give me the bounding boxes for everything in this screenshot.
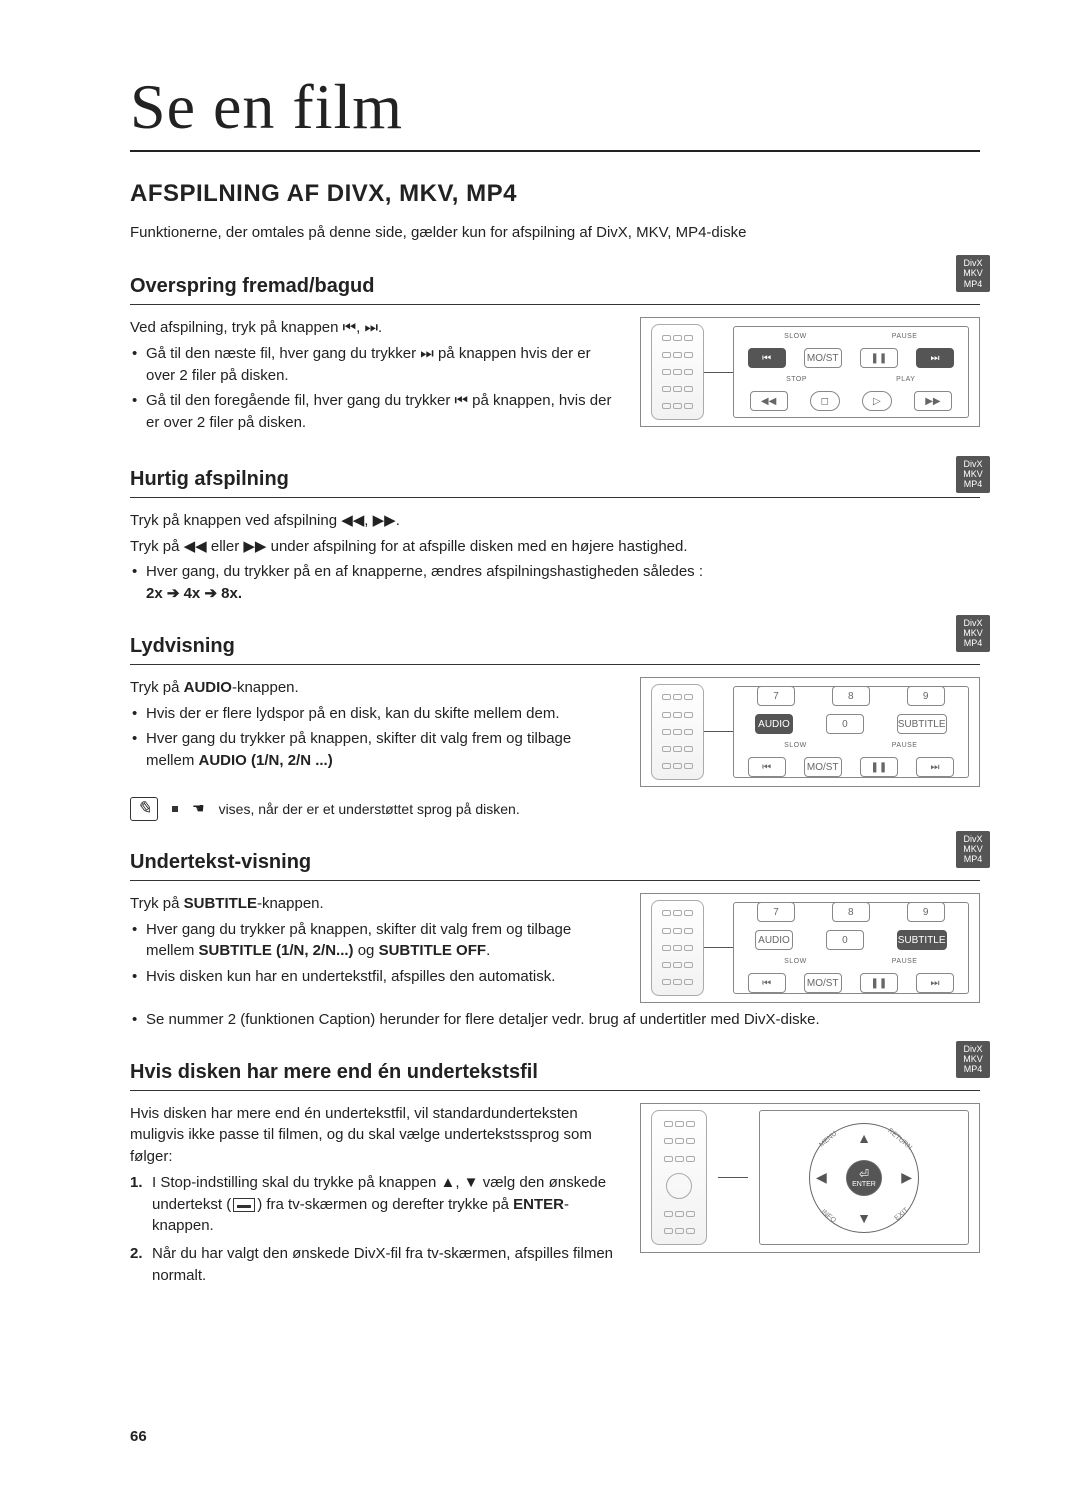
skip-instruction: Ved afspilning, tryk på knappen ⏮, ⏭. [130,317,620,339]
subtitle-instruction: Tryk på SUBTITLE-knappen. [130,893,620,915]
pause-button[interactable]: ❚❚ [860,348,898,368]
format-badge: DivXMKVMP4 [956,456,990,493]
num-0-button[interactable]: 0 [826,930,864,950]
remote-panel-skip: SLOWPAUSE ⏮ MO/ST ❚❚ ⏭ STOPPLAY ◀◀ ◻ ▷ ▶… [733,326,969,418]
skip-heading: Overspring fremad/bagud [130,275,980,305]
subtitle-file-icon [233,1198,255,1212]
subtitle-button[interactable]: SUBTITLE [897,930,947,950]
remote-icon [651,324,704,420]
remote-diagram-skip: SLOWPAUSE ⏮ MO/ST ❚❚ ⏭ STOPPLAY ◀◀ ◻ ▷ ▶… [640,317,980,427]
remote-diagram-subtitle: 7 8 9 AUDIO 0 SUBTITLE SLOWPAUSE ⏮ MO/ST… [640,893,980,1003]
forward-button[interactable]: ▶▶ [914,391,952,411]
audio-instruction: Tryk på AUDIO-knappen. [130,677,620,699]
intro-text: Funktionerne, der omtales på denne side,… [130,224,980,241]
most-button[interactable]: MO/ST [804,973,842,993]
subtitle-bullet-3: Se nummer 2 (funktionen Caption) herunde… [130,1009,980,1031]
section-skip: DivXMKVMP4 Overspring fremad/bagud Ved a… [130,275,980,438]
section-heading: AFSPILNING AF DIVX, MKV, MP4 [130,180,980,208]
multi-heading: Hvis disken har mere end én undertekstsf… [130,1061,980,1091]
prev-track-button[interactable]: ⏮ [748,757,786,777]
nav-right-button[interactable]: ▶ [901,1169,912,1186]
num-7-button[interactable]: 7 [757,686,795,706]
num-8-button[interactable]: 8 [832,686,870,706]
pause-button[interactable]: ❚❚ [860,973,898,993]
multi-intro: Hvis disken har mere end én undertekstfi… [130,1103,620,1168]
fast-bullet: Hver gang, du trykker på en af knapperne… [130,561,980,605]
pause-button[interactable]: ❚❚ [860,757,898,777]
subtitle-button[interactable]: SUBTITLE [897,714,947,734]
rewind-button[interactable]: ◀◀ [750,391,788,411]
next-track-button[interactable]: ⏭ [916,757,954,777]
section-subtitle: DivXMKVMP4 Undertekst-visning Tryk på SU… [130,851,980,1031]
menu-label: MENU [818,1130,838,1149]
audio-bullet-1: Hvis der er flere lydspor på en disk, ka… [130,703,620,725]
note-row: ✎ ☚ vises, når der er et understøttet sp… [130,797,980,821]
note-icon: ✎ [130,797,158,821]
info-label: INFO [820,1208,837,1224]
remote-icon [651,900,704,996]
audio-bullet-2: Hver gang du trykker på knappen, skifter… [130,728,620,772]
prev-track-button[interactable]: ⏮ [748,348,786,368]
format-badge: DivXMKVMP4 [956,1041,990,1078]
next-track-button[interactable]: ⏭ [916,348,954,368]
skip-bullet-prev: Gå til den foregående fil, hver gang du … [130,390,620,434]
subtitle-heading: Undertekst-visning [130,851,980,881]
num-9-button[interactable]: 9 [907,686,945,706]
remote-diagram-audio: 7 8 9 AUDIO 0 SUBTITLE SLOWPAUSE ⏮ MO/ST… [640,677,980,787]
subtitle-bullet-2: Hvis disken kun har en undertekstfil, af… [130,966,620,988]
step-1: 1. I Stop-indstilling skal du trykke på … [130,1172,620,1237]
section-fastplay: DivXMKVMP4 Hurtig afspilning Tryk på kna… [130,468,980,605]
return-label: RETURN [886,1127,913,1151]
hand-icon: ☚ [192,800,205,817]
most-button[interactable]: MO/ST [804,757,842,777]
format-badge: DivXMKVMP4 [956,831,990,868]
speed-sequence: 2x ➔ 4x ➔ 8x. [146,585,242,602]
step-2: 2. Når du har valgt den ønskede DivX-fil… [130,1243,620,1287]
remote-panel-subtitle: 7 8 9 AUDIO 0 SUBTITLE SLOWPAUSE ⏮ MO/ST… [733,902,969,994]
audio-button[interactable]: AUDIO [755,930,793,950]
fast-heading: Hurtig afspilning [130,468,980,498]
enter-button[interactable]: ⏎ ENTER [846,1160,882,1196]
next-track-button[interactable]: ⏭ [916,973,954,993]
fast-p1: Tryk på knappen ved afspilning ◀◀, ▶▶. [130,510,980,532]
note-text: vises, når der er et understøttet sprog … [219,801,520,817]
prev-track-button[interactable]: ⏮ [748,973,786,993]
exit-label: EXIT [894,1206,910,1221]
audio-heading: Lydvisning [130,635,980,665]
section-audio: DivXMKVMP4 Lydvisning Tryk på AUDIO-knap… [130,635,980,821]
nav-down-button[interactable]: ▼ [857,1210,871,1226]
remote-icon [651,1110,707,1245]
num-9-button[interactable]: 9 [907,902,945,922]
page-title: Se en film [130,70,980,152]
nav-up-button[interactable]: ▲ [857,1130,871,1146]
section-multi-subtitle: DivXMKVMP4 Hvis disken har mere end én u… [130,1061,980,1293]
remote-icon [651,684,704,780]
page-number: 66 [130,1428,147,1445]
nav-left-button[interactable]: ◀ [816,1169,827,1186]
play-button[interactable]: ▷ [862,391,892,411]
format-badge: DivXMKVMP4 [956,615,990,652]
remote-diagram-nav: MENU RETURN INFO EXIT ▲ ▼ ◀ ▶ ⏎ ENTER [640,1103,980,1253]
num-0-button[interactable]: 0 [826,714,864,734]
audio-button[interactable]: AUDIO [755,714,793,734]
bullet-icon [172,806,178,812]
num-8-button[interactable]: 8 [832,902,870,922]
fast-p2: Tryk på ◀◀ eller ▶▶ under afspilning for… [130,536,980,558]
most-button[interactable]: MO/ST [804,348,842,368]
format-badge: DivXMKVMP4 [956,255,990,292]
stop-button[interactable]: ◻ [810,391,840,411]
nav-ring: MENU RETURN INFO EXIT ▲ ▼ ◀ ▶ ⏎ ENTER [809,1123,919,1233]
remote-panel-audio: 7 8 9 AUDIO 0 SUBTITLE SLOWPAUSE ⏮ MO/ST… [733,686,969,778]
skip-bullet-next: Gå til den næste fil, hver gang du trykk… [130,343,620,387]
subtitle-bullet-1: Hver gang du trykker på knappen, skifter… [130,919,620,963]
num-7-button[interactable]: 7 [757,902,795,922]
